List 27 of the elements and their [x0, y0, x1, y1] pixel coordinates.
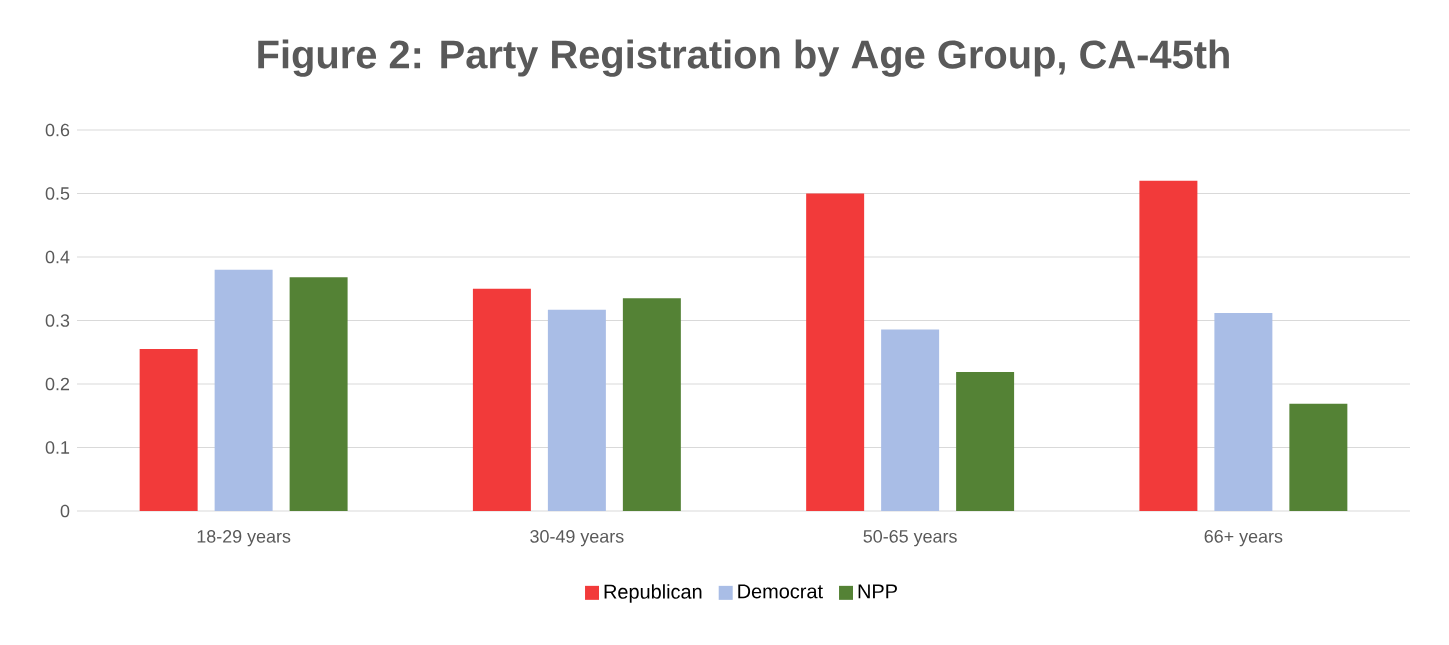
bar [1214, 312, 1273, 511]
bar [956, 371, 1015, 511]
bar [1139, 180, 1198, 511]
y-tick-label: 0.6 [45, 123, 70, 137]
x-tick-label: 50-65 years [863, 530, 957, 547]
y-tick-label: 0.1 [45, 441, 70, 454]
x-tick-label: 30-49 years [530, 530, 624, 547]
y-tick-label: 0.2 [45, 377, 70, 391]
legend-label: Democrat [738, 584, 823, 599]
legend-label: Republican [604, 584, 702, 603]
bar [547, 309, 606, 511]
legend-label: NPP [858, 584, 897, 599]
x-tick-label: 66+ years [1204, 530, 1283, 547]
y-tick-label: 0 [60, 504, 70, 518]
bar [1289, 403, 1348, 511]
chart-title: Figure 2: Party Registration by Age Group, CA-45th [258, 39, 1229, 77]
bar [472, 288, 531, 511]
bar [806, 193, 865, 511]
bar [214, 269, 273, 511]
bar [881, 329, 940, 511]
x-tick-label: 18-29 years [197, 530, 291, 547]
bar [139, 349, 198, 511]
y-tick-label: 0.5 [45, 187, 70, 200]
y-tick-label: 0.3 [45, 314, 70, 327]
y-tick-label: 0.4 [45, 250, 70, 264]
bar [622, 298, 681, 511]
bar [289, 277, 348, 511]
